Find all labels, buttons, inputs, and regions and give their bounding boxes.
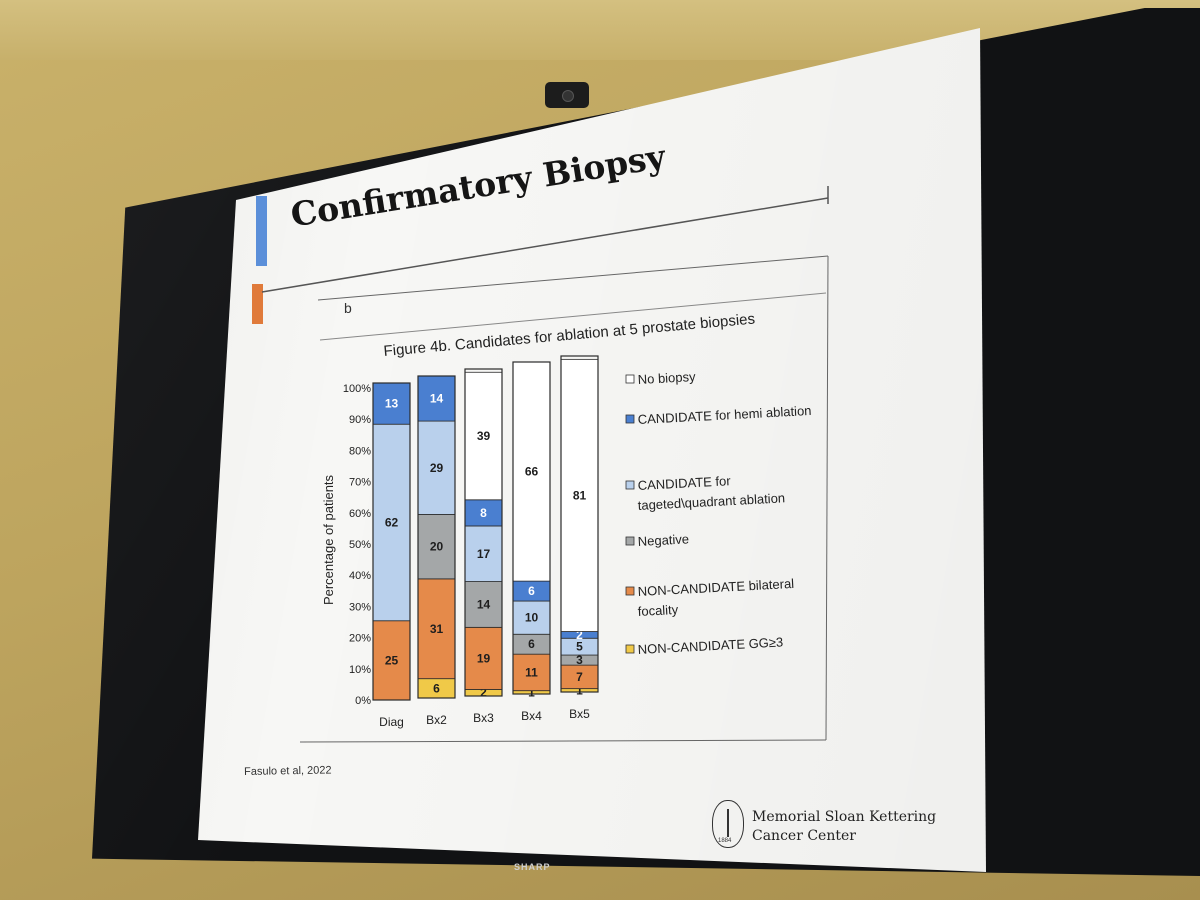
panel-label: b — [344, 300, 352, 316]
bar-frame — [512, 361, 551, 695]
legend-entry: focality — [637, 602, 679, 619]
y-ticks: 0% 10% 20% 30% 40% 50% 60% 70% 80% 90% 100% — [343, 383, 371, 707]
y-tick-label: 100% — [343, 383, 371, 395]
data-label: 3 — [576, 653, 583, 667]
y-axis-label: Percentage of patients — [321, 474, 336, 605]
data-label: 10 — [525, 611, 539, 625]
data-label: 7 — [576, 670, 583, 684]
x-tick-label: Bx3 — [473, 711, 494, 725]
legend-swatch-targeted — [625, 480, 635, 490]
y-tick-label: 20% — [349, 633, 371, 645]
y-tick-label: 90% — [349, 414, 371, 426]
data-label: 14 — [430, 392, 444, 406]
x-tick-label: Diag — [379, 715, 404, 729]
y-tick-label: 10% — [349, 664, 371, 676]
accent-bar-orange — [252, 284, 263, 324]
legend-swatch-negative — [625, 536, 635, 546]
y-tick-label: 60% — [349, 508, 371, 520]
panel-sub-rule — [319, 292, 827, 341]
data-label: 1 — [528, 685, 535, 699]
accent-bar-blue — [256, 196, 267, 266]
legend-entry: NON-CANDIDATE GG≥3 — [637, 634, 783, 657]
legend-swatch-no_biopsy — [625, 374, 635, 384]
data-label: 1 — [576, 683, 583, 697]
bar-segment-targeted — [372, 423, 411, 622]
title-underline — [261, 197, 829, 293]
data-label: 8 — [480, 506, 487, 520]
logo-line-2: Cancer Center — [752, 828, 856, 844]
y-tick-label: 80% — [349, 445, 371, 457]
logo-tree-icon — [727, 809, 729, 837]
data-label: 39 — [477, 429, 491, 443]
x-ticks: Diag Bx2 Bx3 Bx4 Bx5 — [379, 707, 590, 729]
y-tick-label: 50% — [349, 539, 371, 551]
legend-entry: CANDIDATE for — [637, 473, 731, 493]
x-tick-label: Bx4 — [521, 709, 542, 723]
data-label: 20 — [430, 540, 444, 554]
data-label: 19 — [477, 651, 491, 665]
bar-frame — [560, 355, 599, 693]
chart-title: Figure 4b. Candidates for ablation at 5 … — [383, 311, 756, 360]
legend-entry: Negative — [637, 531, 689, 549]
data-label: 17 — [477, 547, 491, 561]
data-label: 25 — [385, 653, 399, 667]
y-tick-label: 40% — [349, 570, 371, 582]
citation: Fasulo et al, 2022 — [244, 764, 332, 778]
legend-swatch-bilateral — [625, 586, 635, 596]
logo-year: 1884 — [718, 838, 732, 844]
legend-swatch-hemi — [625, 414, 635, 424]
data-label: 2 — [576, 628, 583, 642]
webcam-lens — [562, 90, 574, 102]
data-label: 62 — [385, 515, 399, 529]
data-label: 66 — [525, 465, 539, 479]
data-label: 81 — [573, 488, 587, 502]
bars: 2562136312029142191417839111610666173528… — [372, 355, 599, 701]
bar-segment-bilateral — [512, 653, 551, 692]
legend-entry: NON-CANDIDATE bilateral — [637, 576, 794, 599]
bar-segment-bilateral — [372, 620, 411, 701]
data-label: 11 — [525, 665, 538, 679]
data-label: 14 — [477, 597, 491, 611]
monitor-brand: SHARP — [514, 862, 551, 872]
bar-segment-hemi — [464, 499, 503, 527]
data-label: 13 — [385, 397, 399, 411]
data-label: 6 — [433, 681, 440, 695]
bar-frame — [417, 375, 456, 699]
data-label: 5 — [576, 640, 583, 654]
webcam — [545, 82, 589, 108]
x-tick-label: Bx5 — [569, 707, 590, 721]
legend-swatch-gg3 — [625, 644, 635, 654]
data-label: 31 — [430, 622, 444, 636]
y-tick-label: 70% — [349, 477, 371, 489]
legend-entry: CANDIDATE for hemi ablation — [637, 403, 811, 427]
data-label: 2 — [480, 686, 487, 700]
bar-frame — [464, 368, 503, 697]
bar-segment-bilateral — [417, 578, 456, 680]
legend-entry: tageted\quadrant ablation — [637, 490, 785, 513]
panel-bottom-rule — [299, 739, 827, 743]
bar-segment-targeted — [512, 600, 551, 635]
data-label: 29 — [430, 461, 444, 475]
bar-frame — [372, 382, 411, 701]
legend: No biopsy CANDIDATE for hemi ablation CAND… — [625, 369, 812, 657]
data-label: 6 — [528, 584, 535, 598]
logo-emblem: 1884 — [712, 800, 744, 848]
logo-line-1: Memorial Sloan Kettering — [752, 809, 937, 825]
y-tick-label: 30% — [349, 601, 371, 613]
x-tick-label: Bx2 — [426, 713, 447, 727]
data-label: 6 — [528, 637, 535, 651]
legend-entry: No biopsy — [637, 369, 696, 387]
y-tick-label: 0% — [355, 695, 371, 707]
panel-right-rule — [825, 255, 829, 741]
bar-segment-no_biopsy — [464, 371, 503, 501]
logo-text: Memorial Sloan Kettering Cancer Center — [752, 808, 936, 846]
panel-top-rule — [317, 255, 829, 301]
